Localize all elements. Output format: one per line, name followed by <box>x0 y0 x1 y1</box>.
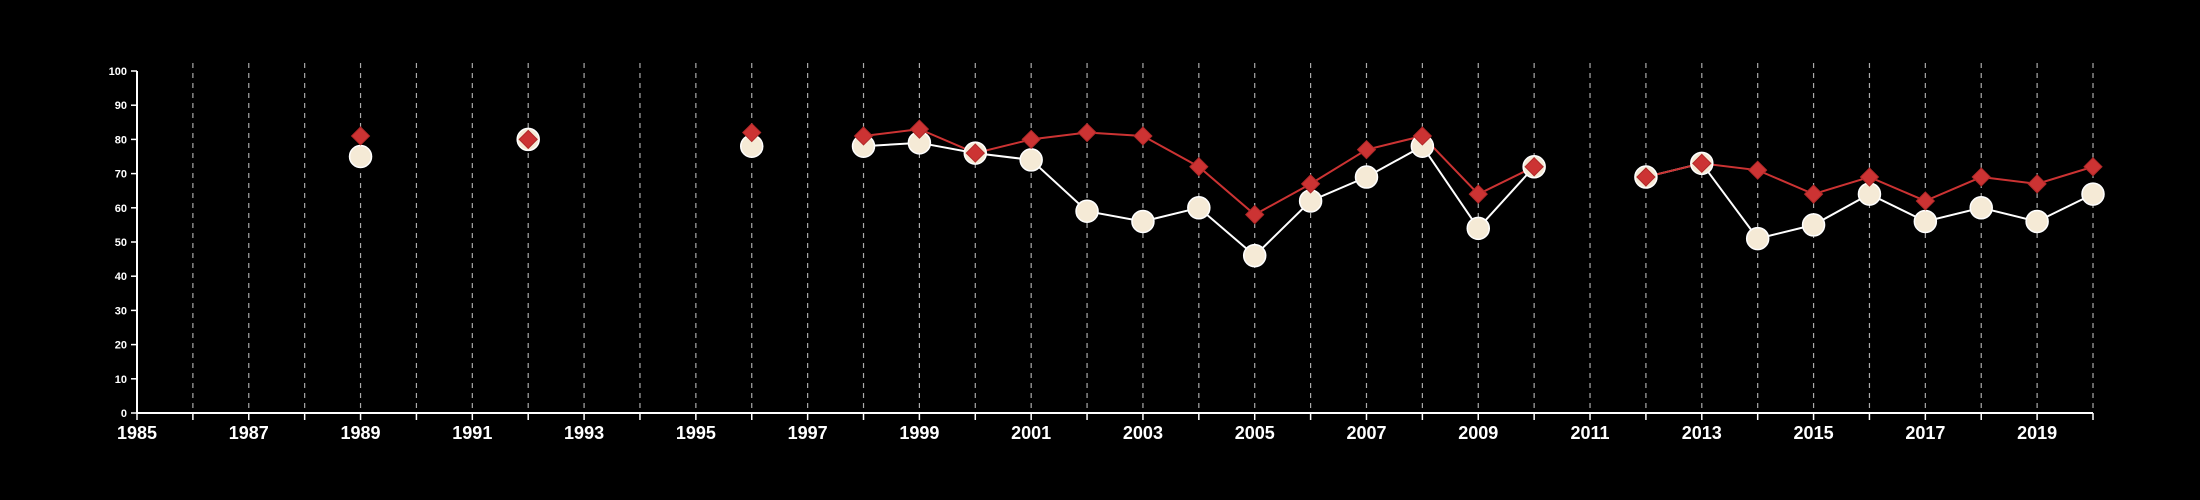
diamond-point-1999 <box>909 119 930 139</box>
y-tick-label-70: 70 <box>115 169 127 181</box>
y-tick-label-30: 30 <box>115 305 127 317</box>
diamond-point-2000 <box>965 143 985 163</box>
x-tick-label-2003: 2003 <box>1123 423 1163 443</box>
diamond-point-2010 <box>1524 157 1544 177</box>
x-tick-label-2013: 2013 <box>1682 423 1722 443</box>
y-tick-label-50: 50 <box>115 237 127 249</box>
circle-point-2014 <box>1745 226 1770 251</box>
x-tick-label-1997: 1997 <box>788 423 828 443</box>
y-tick-label-100: 100 <box>109 66 127 78</box>
x-tick-label-1987: 1987 <box>229 423 269 443</box>
circle-point-2003 <box>1131 209 1155 234</box>
x-tick-label-2007: 2007 <box>1346 423 1386 443</box>
diamond-point-2017 <box>1915 191 1936 211</box>
circle-point-2018 <box>1969 196 1993 220</box>
circle-point-2020 <box>2081 182 2105 206</box>
y-tick-label-10: 10 <box>115 374 127 386</box>
x-tick-label-1991: 1991 <box>452 423 492 443</box>
diamond-point-2007 <box>1356 139 1377 160</box>
x-tick-label-1985: 1985 <box>117 423 157 443</box>
diamond-point-2004 <box>1189 157 1209 177</box>
x-tick-label-2011: 2011 <box>1570 423 1609 443</box>
diamond-point-2020 <box>2083 157 2103 177</box>
x-tick-label-2017: 2017 <box>1905 423 1945 443</box>
circle-point-2001 <box>1019 148 1043 172</box>
diamond-point-2003 <box>1133 126 1153 146</box>
diamond-point-2002 <box>1077 122 1097 143</box>
axes: 0 10 20 30 40 50 60 70 80 90 100 1985 1987 1989 1991 19… <box>109 66 2094 443</box>
diamond-point-1989 <box>350 126 371 146</box>
diamond-point-2013 <box>1692 153 1712 174</box>
diamond-point-1996 <box>742 122 762 143</box>
diamond-point-2001 <box>1021 129 1041 150</box>
diamond-point-2005 <box>1245 204 1265 225</box>
circle-point-2009 <box>1466 216 1491 241</box>
x-tick-label-2001: 2001 <box>1011 423 1051 443</box>
circle-point-2004 <box>1187 196 1211 220</box>
series-markers <box>348 119 2105 268</box>
diamond-point-2019 <box>2027 174 2047 194</box>
x-tick-label-2009: 2009 <box>1458 423 1498 443</box>
circle-point-2007 <box>1354 165 1379 189</box>
y-tick-label-0: 0 <box>121 408 127 420</box>
y-tick-label-20: 20 <box>115 340 127 352</box>
gridlines <box>192 63 2094 413</box>
circle-point-2005 <box>1242 243 1267 268</box>
diamond-point-2016 <box>1859 167 1880 187</box>
y-tick-label-40: 40 <box>115 271 127 283</box>
circle-point-2002 <box>1075 199 1099 223</box>
diamond-point-2018 <box>1971 167 1991 187</box>
diamond-point-2012 <box>1636 167 1656 187</box>
x-tick-label-1999: 1999 <box>899 423 939 443</box>
diamond-point-2008 <box>1412 126 1433 146</box>
x-tick-label-1993: 1993 <box>564 423 604 443</box>
circle-point-2017 <box>1913 209 1938 234</box>
x-tick-label-2005: 2005 <box>1235 423 1275 443</box>
diamond-point-2009 <box>1468 184 1488 204</box>
diamond-point-2006 <box>1300 174 1321 194</box>
diamond-point-2014 <box>1747 160 1768 180</box>
diamond-point-2015 <box>1803 184 1824 204</box>
diamond-point-1992 <box>518 129 538 150</box>
y-tick-label-80: 80 <box>115 134 127 146</box>
y-tick-label-90: 90 <box>115 100 127 112</box>
x-tick-label-1989: 1989 <box>341 423 381 443</box>
circle-point-1989 <box>348 144 373 169</box>
diamond-point-1998 <box>853 126 874 146</box>
x-tick-label-1995: 1995 <box>676 423 716 443</box>
circle-point-2019 <box>2025 209 2049 234</box>
circle-point-2015 <box>1801 213 1826 237</box>
x-tick-label-2015: 2015 <box>1794 423 1834 443</box>
x-tick-label-2019: 2019 <box>2017 423 2057 443</box>
y-tick-label-60: 60 <box>115 203 127 215</box>
